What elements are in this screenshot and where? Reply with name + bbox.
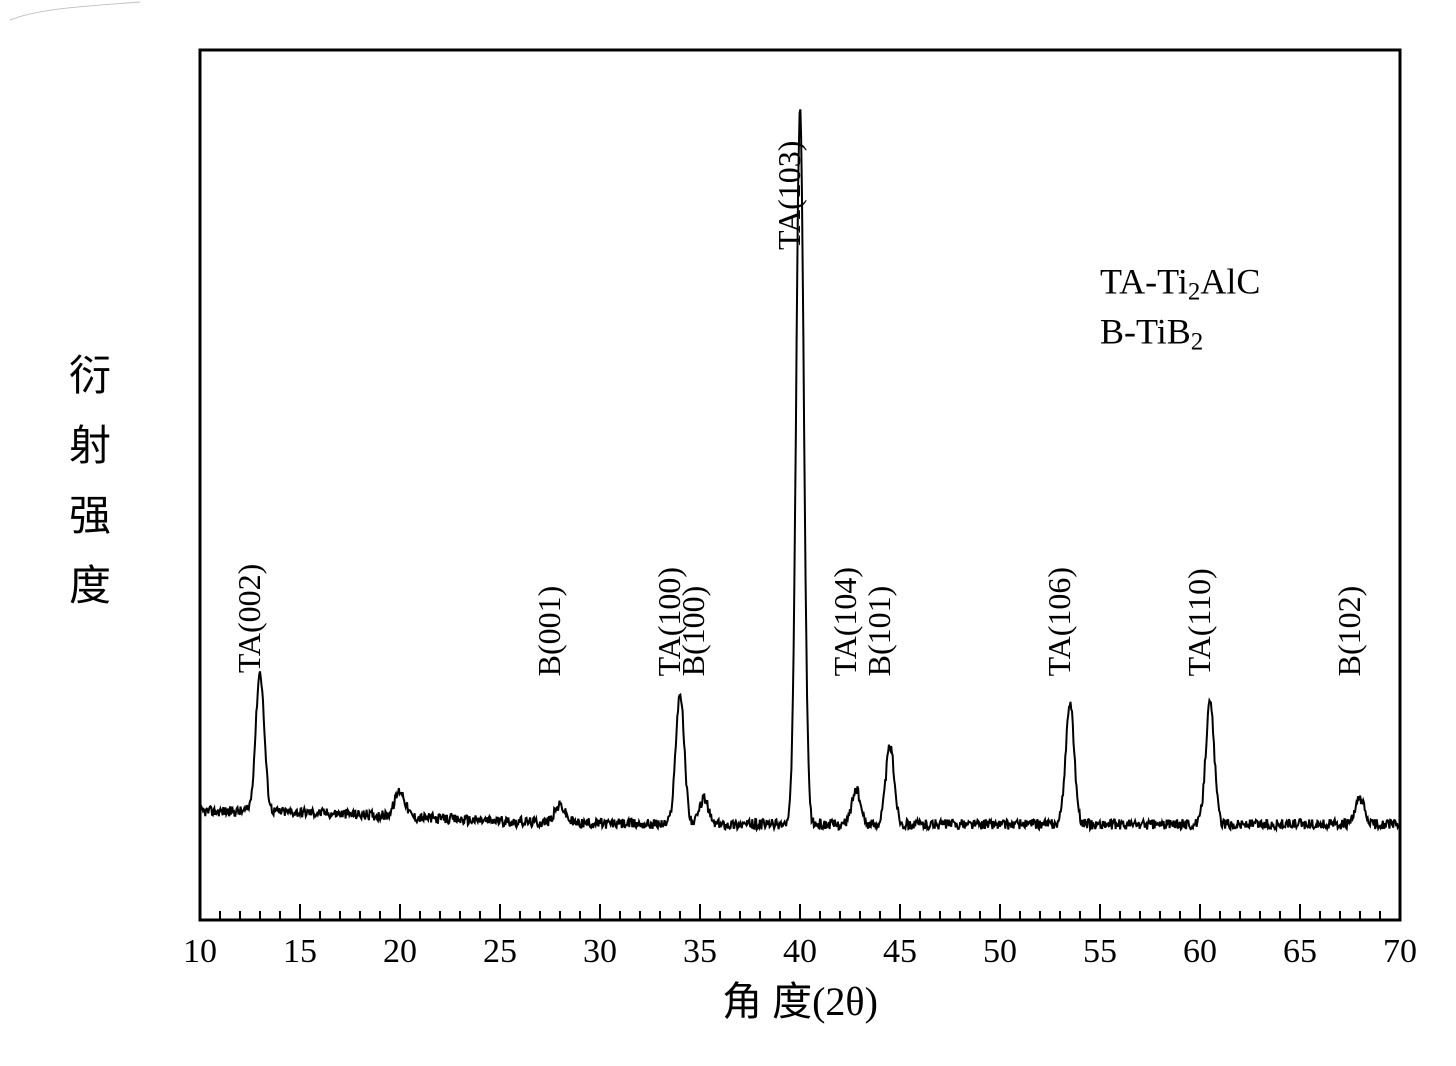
x-tick-label: 15: [283, 933, 317, 970]
y-axis-title-char: 强: [69, 494, 111, 540]
peak-label: B(102): [1331, 586, 1367, 677]
y-axis-title-char: 度: [69, 564, 111, 610]
x-tick-label: 40: [783, 933, 817, 970]
legend-entry: B-TiB2: [1100, 312, 1203, 356]
x-tick-label: 35: [683, 933, 717, 970]
peak-label: B(100): [675, 586, 711, 677]
x-tick-label: 45: [883, 933, 917, 970]
x-tick-label: 50: [983, 933, 1017, 970]
peak-label: TA(110): [1181, 568, 1217, 676]
x-tick-label: 55: [1083, 933, 1117, 970]
peak-label: TA(002): [231, 564, 267, 673]
xrd-chart: 10 15 20 25 30 35 40 45 50 55 60 65 70 角 度(2θ) 衍射强度 TA(…: [0, 0, 1456, 1066]
x-tick-label: 65: [1283, 933, 1317, 970]
peak-label: TA(106): [1041, 567, 1077, 676]
peak-label: TA(104): [827, 567, 863, 676]
chart-svg: 10 15 20 25 30 35 40 45 50 55 60 65 70 角 度(2θ) 衍射强度 TA(…: [0, 0, 1456, 1066]
x-tick-label: 25: [483, 933, 517, 970]
legend-entry: TA-Ti2AlC: [1100, 262, 1260, 306]
x-tick-label: 10: [183, 933, 217, 970]
y-axis-title-char: 衍: [69, 354, 111, 400]
peak-label: TA(103): [771, 141, 807, 250]
peak-label: B(101): [861, 586, 897, 677]
y-axis-title-char: 射: [69, 424, 111, 470]
x-tick-label: 60: [1183, 933, 1217, 970]
x-tick-label: 20: [383, 933, 417, 970]
peak-label: B(001): [531, 586, 567, 677]
x-tick-label: 30: [583, 933, 617, 970]
x-axis-title: 角 度(2θ): [722, 979, 878, 1024]
x-tick-label: 70: [1383, 933, 1417, 970]
